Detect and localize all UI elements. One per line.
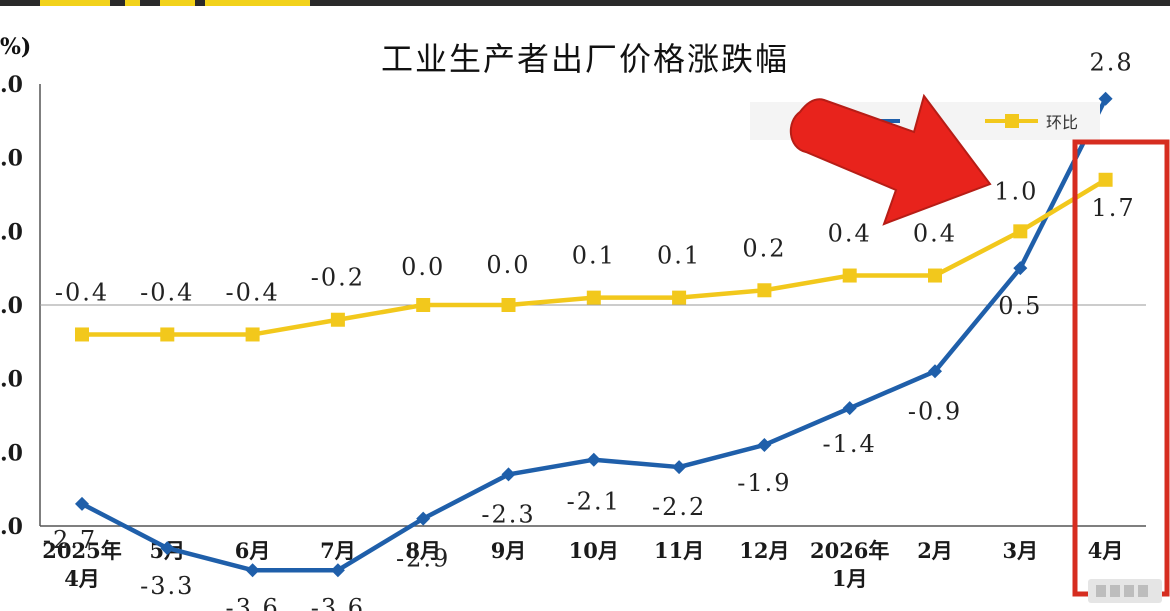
data-label-2: -0.4 [55, 278, 109, 306]
watermark [1088, 579, 1162, 603]
red-arrow-annotation [790, 93, 992, 226]
data-label-2: -0.2 [311, 264, 365, 292]
y-tick-label: .0 [0, 72, 23, 98]
x-tick-label: 9月 [491, 538, 527, 563]
y-tick-label: .0 [0, 367, 23, 393]
series-point-2 [672, 290, 687, 305]
x-tick-label: 11月 [654, 538, 704, 563]
data-label-2: 1.7 [1092, 194, 1136, 222]
data-label-1: -2.2 [652, 493, 706, 521]
series-point-1 [586, 452, 601, 467]
series-point-1 [501, 467, 516, 482]
data-label-1: -3.6 [225, 594, 279, 611]
chart-title: 工业生产者出厂价格涨跌幅 [380, 40, 789, 78]
y-tick-label: .0 [0, 219, 23, 245]
x-tick-label: 2025年 [42, 538, 121, 563]
unit-label: %) [0, 34, 32, 60]
series-point-1 [245, 563, 260, 578]
series-point-2 [245, 327, 260, 342]
data-label-2: 0.0 [401, 253, 445, 281]
y-tick-label: .0 [0, 146, 23, 172]
series-point-2 [330, 312, 345, 327]
x-tick-label: 4月 [64, 566, 100, 591]
data-label-2: -0.4 [140, 278, 194, 306]
x-tick-label: 10月 [569, 538, 619, 563]
data-label-2: 0.4 [828, 220, 872, 248]
top-strip [0, 0, 1170, 6]
x-tick-label: 1月 [832, 566, 868, 591]
data-label-1: -2.1 [567, 488, 621, 516]
data-label-1: 0.5 [998, 292, 1042, 320]
series-point-1 [672, 460, 687, 475]
series-point-2 [416, 298, 431, 312]
x-tick-label: 8月 [405, 538, 441, 563]
series-point-2 [928, 268, 942, 283]
x-tick-label: 12月 [739, 538, 789, 563]
series-point-1 [928, 364, 942, 379]
series-point-1 [160, 541, 175, 556]
data-label-2: 0.4 [913, 220, 957, 248]
x-tick-label: 3月 [1002, 538, 1038, 563]
data-label-2: 1.0 [994, 177, 1038, 205]
data-label-1: 2.8 [1090, 49, 1134, 77]
y-tick-label: .0 [0, 440, 23, 466]
data-label-1: -3.3 [140, 572, 194, 600]
legend-marker-2 [1005, 114, 1019, 128]
legend-label-2: 环比 [1046, 113, 1078, 132]
series-point-2 [75, 327, 89, 342]
x-tick-label: 2月 [917, 538, 953, 563]
x-tick-label: 7月 [320, 538, 356, 563]
series-point-1 [1098, 91, 1113, 106]
data-label-2: -0.4 [225, 278, 279, 306]
y-tick-label: .0 [0, 514, 23, 540]
x-tick-label: 2026年 [810, 538, 889, 563]
x-tick-label: 6月 [235, 538, 271, 563]
data-label-2: 0.0 [486, 251, 530, 279]
data-label-1: -2.3 [481, 500, 535, 528]
data-label-1: -2.9 [396, 545, 450, 573]
series-point-2 [586, 290, 601, 305]
y-tick-label: .0 [0, 293, 23, 319]
data-label-2: 0.1 [572, 242, 616, 270]
series-point-2 [1098, 172, 1113, 187]
data-label-2: 0.2 [742, 234, 786, 262]
data-label-1: -3.6 [311, 594, 365, 611]
data-label-2: 0.1 [657, 242, 701, 270]
series-point-2 [1013, 224, 1028, 239]
series-point-1 [416, 511, 431, 526]
series-point-2 [160, 327, 175, 342]
series-point-1 [330, 563, 345, 578]
series-point-1 [757, 437, 772, 452]
series-point-2 [757, 283, 772, 298]
series-point-2 [842, 268, 857, 283]
series-point-1 [842, 401, 857, 416]
series-point-1 [75, 496, 89, 511]
data-label-1: -1.9 [737, 469, 791, 497]
series-point-2 [501, 298, 516, 312]
data-label-1: -1.4 [823, 430, 877, 458]
data-label-1: -2.7 [43, 526, 97, 554]
x-tick-label: 4月 [1088, 538, 1124, 563]
series-point-1 [1013, 261, 1028, 276]
data-label-1: -0.9 [908, 397, 962, 425]
